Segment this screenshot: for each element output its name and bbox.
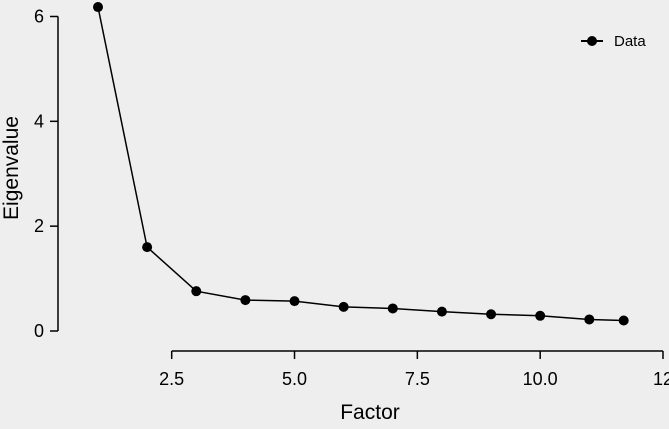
data-point [93,2,103,13]
data-point [436,306,447,317]
data-point [387,303,398,314]
data-point [289,296,300,307]
y-tick-label: 0 [34,321,44,341]
data-point [618,315,629,326]
y-axis: 0 2 4 6 [34,6,59,341]
x-tick-label: 7.5 [405,369,430,389]
legend-marker [587,36,597,46]
data-point [142,242,153,253]
y-axis-title: Eigenvalue [0,116,23,220]
data-point [486,309,497,320]
data-point [240,295,251,306]
y-tick-label: 6 [34,6,44,26]
x-tick-label: 5.0 [282,369,307,389]
data-point [584,314,595,325]
data-series [93,2,629,326]
data-point [338,301,349,312]
y-tick-label: 2 [34,216,44,236]
x-tick-label: 10.0 [523,369,558,389]
x-axis: 2.5 5.0 7.5 10.0 12 [159,350,669,389]
data-point [535,310,546,321]
legend: Data [581,33,646,50]
data-point [191,286,202,297]
x-tick-label: 2.5 [159,369,184,389]
y-tick-label: 4 [34,111,44,131]
legend-label-data: Data [614,33,646,50]
x-tick-label: 12 [653,369,669,389]
series-line [97,6,624,322]
x-axis-title: Factor [340,401,400,424]
